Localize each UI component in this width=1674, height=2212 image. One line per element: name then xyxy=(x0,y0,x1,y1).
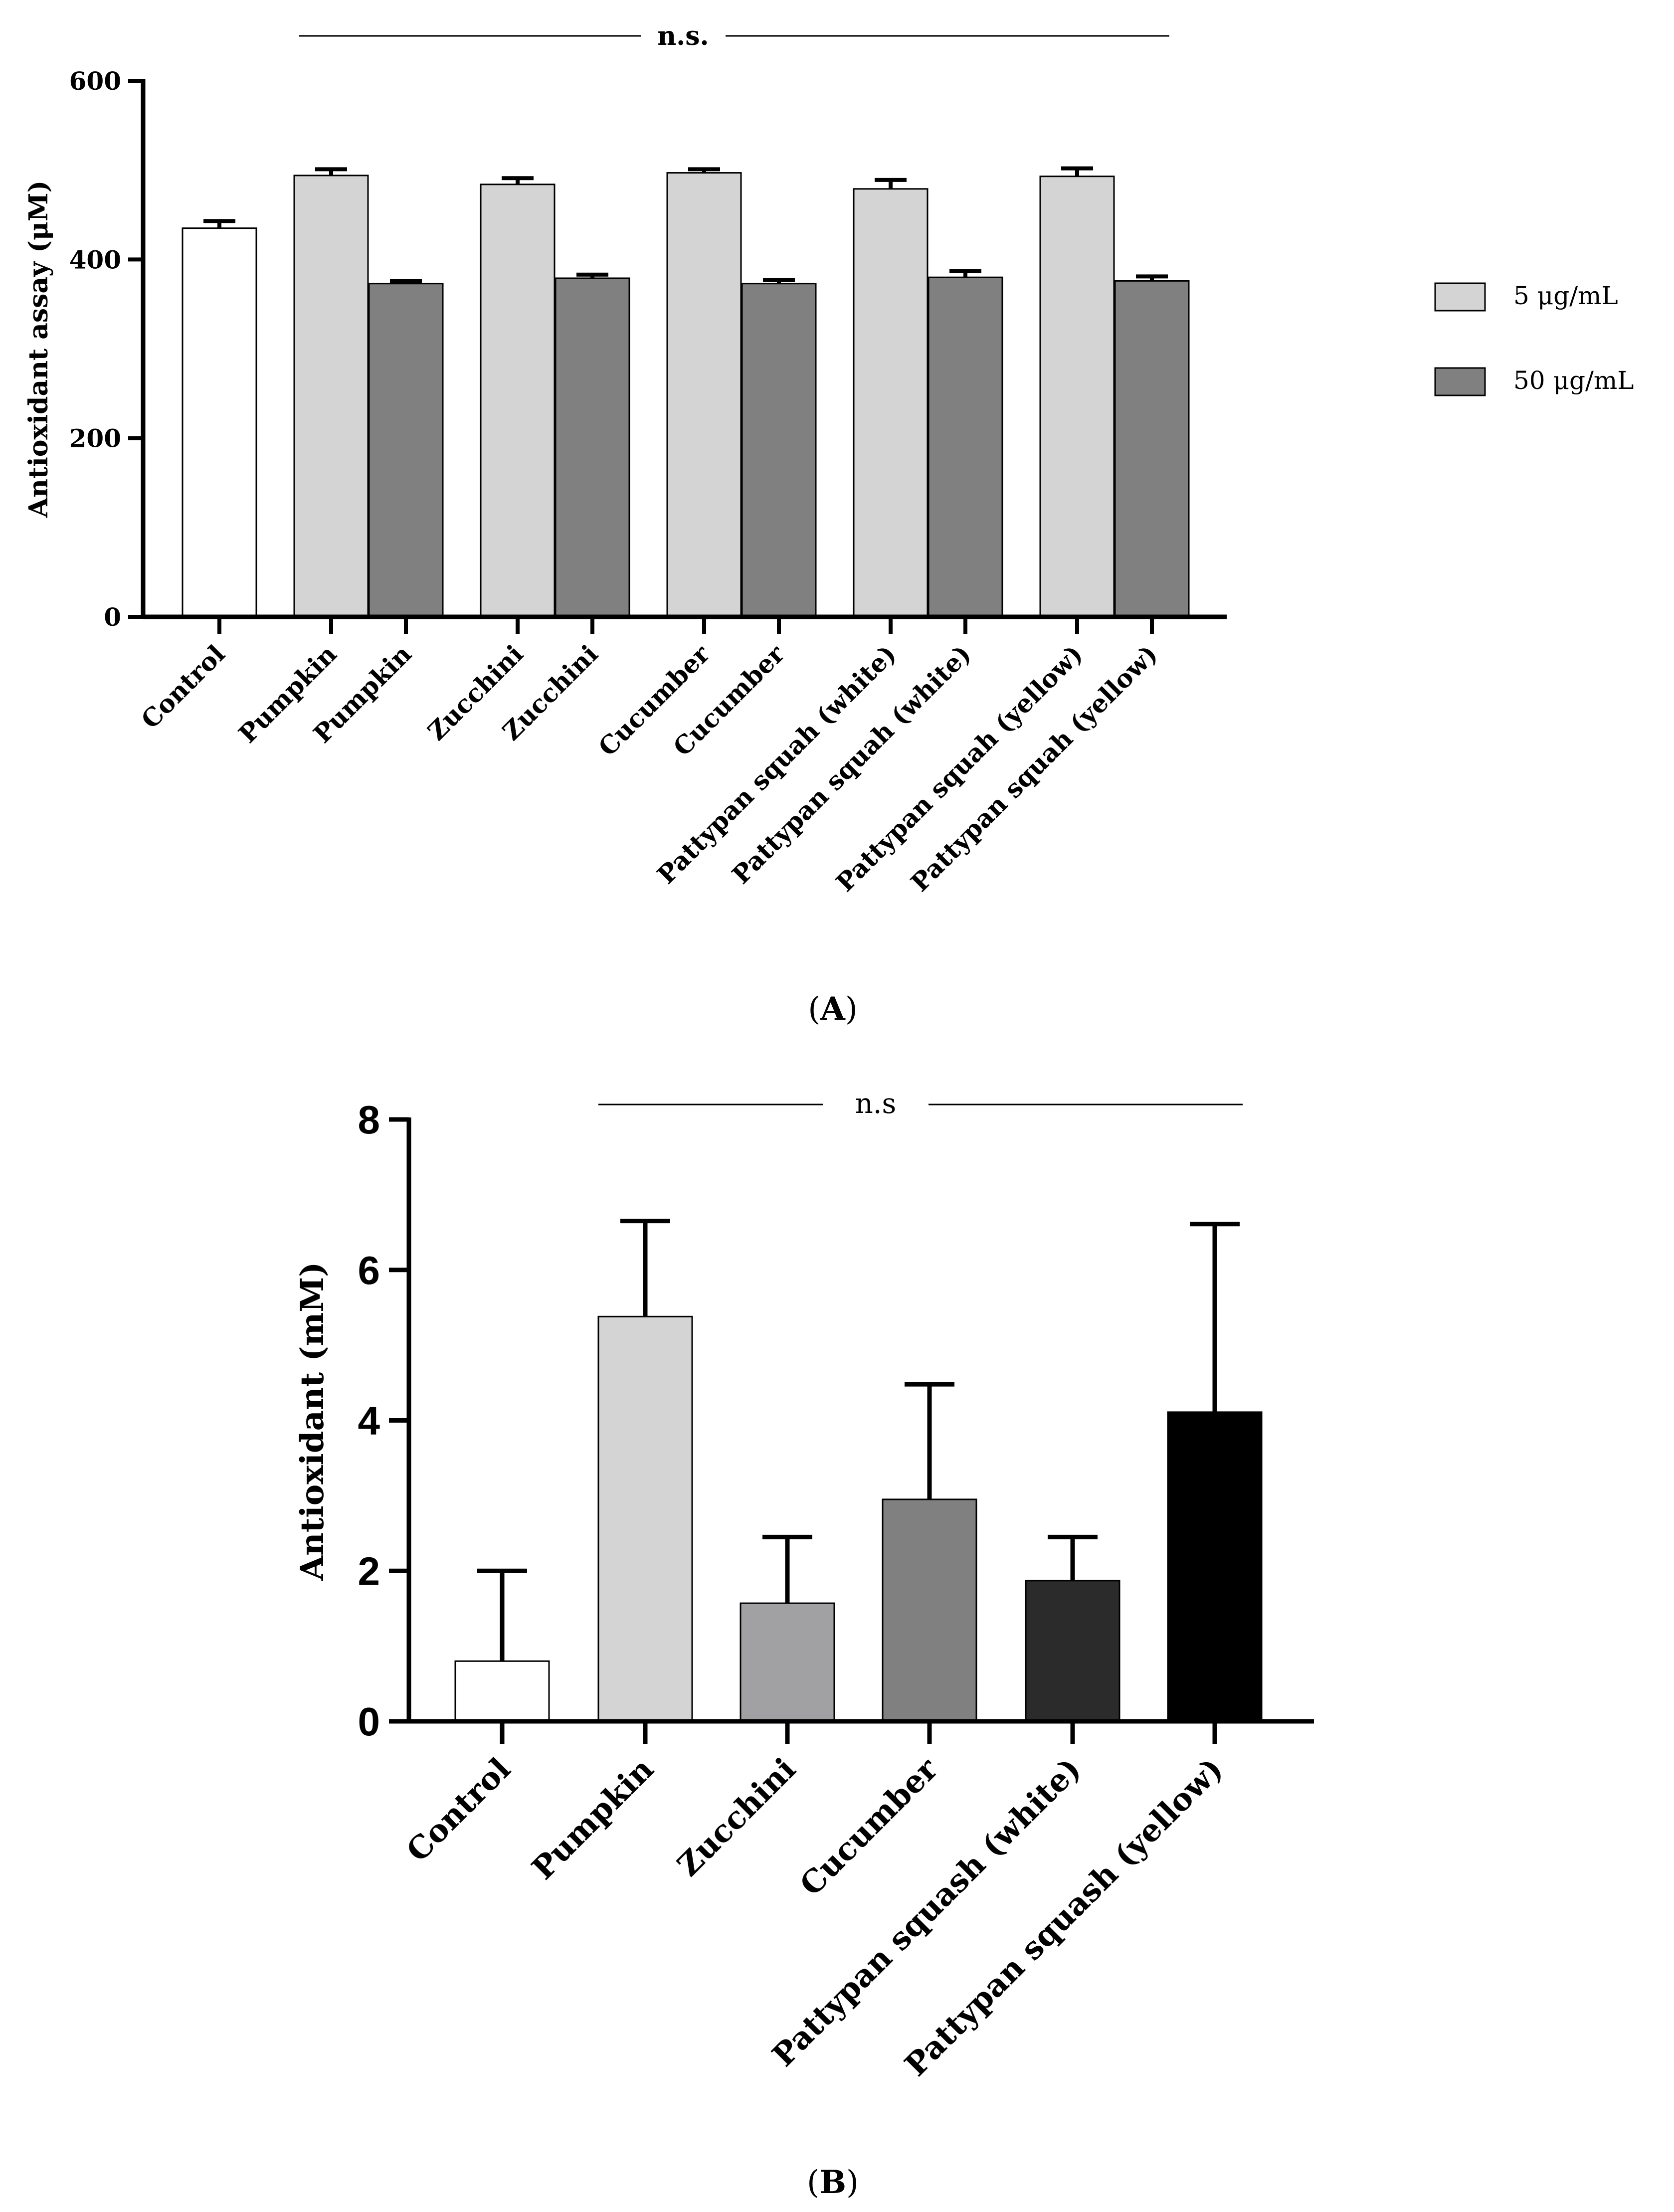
y-tick-label-0: 0 xyxy=(358,1699,380,1744)
x-tick-label-0: Control xyxy=(399,1751,518,1869)
x-tick-label-1: Pumpkin xyxy=(525,1751,660,1886)
x-tick-label-5: Pattypan squash (yellow) xyxy=(898,1751,1230,2083)
legend-swatch-1 xyxy=(1434,367,1486,396)
significance-label: n.s xyxy=(855,1088,897,1120)
x-tick-label-2: Zucchini xyxy=(670,1751,803,1883)
bar-7 xyxy=(853,188,929,618)
y-tick-label-1: 200 xyxy=(69,424,121,453)
panel-label-b: (B) xyxy=(807,2164,859,2201)
bar-2 xyxy=(740,1602,835,1722)
legend-swatch-0 xyxy=(1434,282,1486,312)
y-axis-label: Antioxidant assay (μM) xyxy=(23,181,54,518)
significance-label: n.s. xyxy=(657,21,709,51)
legend-label-1: 50 μg/mL xyxy=(1513,366,1634,395)
y-tick-label-4: 8 xyxy=(358,1098,380,1142)
bar-0 xyxy=(454,1660,550,1722)
bar-4 xyxy=(1025,1580,1120,1722)
bar-0 xyxy=(182,227,257,618)
bar-2 xyxy=(368,283,444,618)
bar-4 xyxy=(555,277,630,618)
x-tick-label-3: Cucumber xyxy=(793,1750,945,1903)
bar-1 xyxy=(597,1315,693,1722)
bar-6 xyxy=(741,283,817,618)
y-axis-label: Antioxidant (mM) xyxy=(294,1262,331,1581)
y-tick-label-3: 6 xyxy=(358,1248,380,1292)
panel-b-chart: 0 2 4 6 8 Control Pumpkin ZucchiniCucumberPatty… xyxy=(294,1088,1314,2201)
bar-5 xyxy=(1167,1411,1263,1722)
y-tick-label-1: 2 xyxy=(358,1549,380,1593)
bar-5 xyxy=(666,172,742,618)
bar-10 xyxy=(1114,280,1190,618)
y-tick-label-0: 0 xyxy=(104,602,121,632)
legend-label-0: 5 μg/mL xyxy=(1513,281,1618,310)
x-tick-label-0: Control xyxy=(135,639,230,735)
y-tick-label-3: 600 xyxy=(69,66,121,96)
bar-9 xyxy=(1039,176,1115,618)
bar-8 xyxy=(928,276,1003,618)
bar-3 xyxy=(480,184,556,618)
bar-3 xyxy=(882,1498,977,1722)
y-tick-label-2: 4 xyxy=(358,1399,380,1443)
bar-1 xyxy=(293,175,369,618)
y-tick-label-2: 400 xyxy=(69,245,121,274)
panel-label-a: (A) xyxy=(808,990,858,1028)
x-tick-label-4: Pattypan squash (white) xyxy=(765,1751,1088,2073)
